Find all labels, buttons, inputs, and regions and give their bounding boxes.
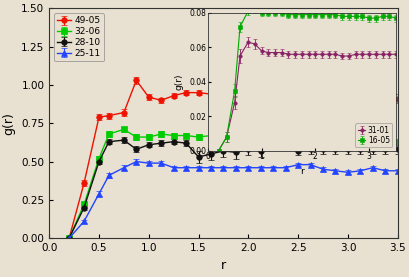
X-axis label: r: r [220,259,225,272]
Legend: 49-05, 32-06, 28-10, 25-11: 49-05, 32-06, 28-10, 25-11 [54,13,104,61]
Y-axis label: g(r): g(r) [2,112,16,135]
